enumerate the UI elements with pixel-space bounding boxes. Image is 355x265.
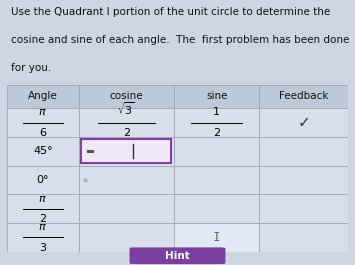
Bar	[174, 166, 259, 194]
Bar	[7, 85, 79, 108]
Bar	[259, 166, 348, 194]
Bar	[174, 137, 259, 166]
Bar	[259, 85, 348, 108]
Bar	[7, 137, 79, 166]
Text: $\pi$: $\pi$	[38, 193, 47, 204]
Bar	[259, 137, 348, 166]
Text: 6: 6	[39, 128, 47, 138]
Bar	[79, 223, 174, 252]
Text: I: I	[213, 231, 220, 244]
Text: 0°: 0°	[37, 175, 49, 185]
Text: Hint: Hint	[165, 251, 190, 261]
Bar	[174, 108, 259, 137]
Text: Angle: Angle	[28, 91, 58, 101]
Text: sine: sine	[206, 91, 228, 101]
Text: Feedback: Feedback	[279, 91, 328, 101]
Text: $\pi$: $\pi$	[38, 222, 47, 232]
Text: $\sqrt{3}$: $\sqrt{3}$	[118, 101, 135, 117]
Text: 45°: 45°	[33, 146, 53, 156]
Text: ✓: ✓	[297, 115, 310, 130]
Bar	[174, 223, 259, 252]
Text: 2: 2	[213, 128, 220, 138]
Bar	[174, 194, 259, 223]
Bar	[174, 85, 259, 108]
Text: 3: 3	[39, 242, 47, 253]
Bar	[79, 166, 174, 194]
Bar	[7, 108, 79, 137]
Bar	[79, 108, 174, 137]
Text: cosine and sine of each angle.  The  first problem has been done: cosine and sine of each angle. The first…	[11, 35, 349, 45]
Text: Use the Quadrant I portion of the unit circle to determine the: Use the Quadrant I portion of the unit c…	[11, 7, 330, 17]
Text: for you.: for you.	[11, 63, 51, 73]
Bar	[81, 139, 171, 163]
Text: cosine: cosine	[110, 91, 143, 101]
Bar	[259, 108, 348, 137]
Bar	[79, 137, 174, 166]
Bar	[7, 223, 79, 252]
Text: 1: 1	[213, 107, 220, 117]
Bar	[79, 194, 174, 223]
Bar	[174, 223, 259, 252]
Bar	[7, 194, 79, 223]
FancyBboxPatch shape	[130, 248, 225, 264]
Text: $\pi$: $\pi$	[38, 107, 47, 117]
Bar	[259, 194, 348, 223]
Text: 2: 2	[123, 128, 130, 138]
Bar	[7, 166, 79, 194]
Bar	[259, 223, 348, 252]
Bar	[79, 85, 174, 108]
Text: 2: 2	[39, 214, 47, 224]
